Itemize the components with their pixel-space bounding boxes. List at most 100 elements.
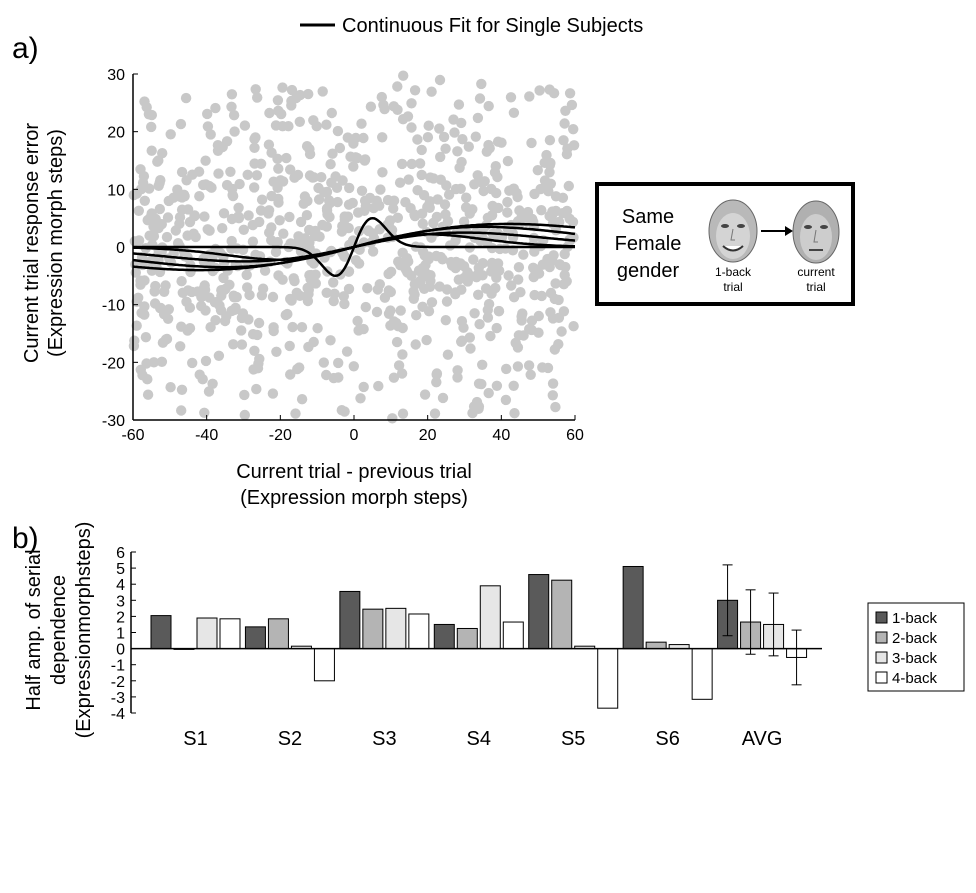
bar-s3-2-back: [362, 608, 384, 650]
fit-curve-5: [133, 233, 575, 261]
scatter-point: [561, 149, 573, 160]
scatter-point: [487, 200, 498, 212]
scatter-point: [425, 275, 436, 287]
scatter-point: [431, 250, 442, 262]
scatter-point: [242, 169, 253, 180]
bar-s4-4-back: [502, 621, 524, 650]
scatter-point: [537, 362, 548, 373]
scatter-point: [229, 126, 240, 137]
scatter-point: [156, 356, 168, 367]
scatter-point: [558, 135, 569, 146]
legend-label-2-back: 2-back: [892, 630, 938, 647]
scatter-point: [448, 114, 459, 125]
scatter-point: [377, 167, 388, 178]
bar-s1-4-back: [219, 618, 241, 650]
scatter-point: [298, 198, 309, 209]
scatter-point: [372, 284, 383, 295]
scatter-point: [228, 339, 239, 350]
scatter-point: [483, 387, 494, 399]
scatter-point: [482, 312, 494, 323]
scatter-point: [456, 316, 468, 327]
scatter-point: [350, 152, 361, 163]
scatter-point: [435, 151, 446, 163]
scatter-point: [304, 148, 316, 160]
scatter-point: [513, 262, 525, 273]
bar-category-label: AVG: [742, 728, 783, 750]
scatter-point: [174, 212, 186, 223]
scatter-point: [411, 310, 422, 321]
bar-s6-2-back: [645, 641, 667, 650]
scatter-x-tick-label: 60: [566, 427, 584, 444]
scatter-x-tick-label: 40: [492, 427, 510, 444]
scatter-point: [266, 190, 277, 202]
scatter-point: [377, 132, 388, 143]
scatter-point: [194, 191, 205, 202]
scatter-point: [473, 289, 484, 300]
scatter-point: [403, 174, 414, 185]
scatter-point: [409, 279, 420, 290]
scatter-point: [185, 266, 196, 278]
scatter-point: [378, 99, 389, 111]
scatter-point: [325, 159, 336, 170]
bar-ylabel-line3: (Expressionmorphsteps): [73, 522, 95, 739]
scatter-point: [247, 219, 258, 231]
scatter-point: [256, 290, 268, 301]
scatter-point: [239, 120, 251, 131]
scatter-point: [321, 287, 332, 298]
scatter-x-tick-label: -20: [269, 427, 292, 444]
scatter-point: [227, 190, 239, 202]
inset-caption-1back-line1: 1-back: [715, 265, 752, 279]
scatter-point: [473, 268, 484, 280]
scatter-point: [429, 408, 441, 419]
arrow-head-icon: [785, 226, 793, 236]
scatter-point: [336, 226, 348, 237]
scatter-point: [559, 118, 570, 129]
scatter-point: [479, 176, 490, 187]
scatter-point: [308, 115, 319, 126]
scatter-point: [388, 101, 399, 112]
scatter-point: [200, 179, 211, 190]
scatter-point: [350, 132, 361, 144]
scatter-point: [557, 192, 569, 203]
legend-swatch-1-back: [875, 611, 888, 624]
scatter-point: [277, 121, 288, 132]
scatter-point: [558, 279, 570, 290]
scatter-point: [342, 132, 353, 143]
scatter-point: [319, 187, 330, 198]
scatter-point: [431, 368, 443, 379]
scatter-point: [524, 323, 535, 335]
scatter-point: [452, 365, 463, 376]
bar-y-tick-label: 5: [116, 561, 125, 578]
scatter-point: [221, 136, 233, 147]
scatter-point: [200, 355, 212, 367]
scatter-point: [535, 183, 546, 195]
scatter-point: [356, 118, 367, 129]
scatter-y-tick-label: 20: [107, 125, 125, 142]
scatter-point: [175, 118, 187, 130]
bar-category-label: S6: [655, 728, 679, 750]
scatter-point: [442, 349, 454, 360]
scatter-point: [373, 380, 384, 392]
scatter-point: [461, 192, 472, 203]
scatter-point: [219, 315, 231, 327]
scatter-point: [128, 340, 140, 352]
bar-y-tick-label: -4: [111, 706, 125, 723]
scatter-point: [517, 308, 528, 319]
scatter-point: [271, 346, 282, 357]
scatter-point: [458, 216, 470, 227]
scatter-point: [393, 360, 405, 371]
scatter-point: [434, 74, 446, 86]
scatter-point: [176, 276, 187, 287]
scatter-point: [359, 195, 371, 206]
scatter-point: [454, 162, 465, 173]
scatter-point: [216, 285, 227, 296]
scatter-point: [225, 166, 236, 177]
scatter-point: [550, 278, 561, 289]
scatter-point: [506, 280, 517, 291]
scatter-y-tick-label: 0: [116, 240, 125, 257]
bar-category-label: S4: [467, 728, 491, 750]
scatter-point: [343, 283, 355, 295]
scatter-point: [376, 91, 387, 103]
scatter-point: [226, 89, 238, 100]
scatter-point: [564, 88, 576, 99]
